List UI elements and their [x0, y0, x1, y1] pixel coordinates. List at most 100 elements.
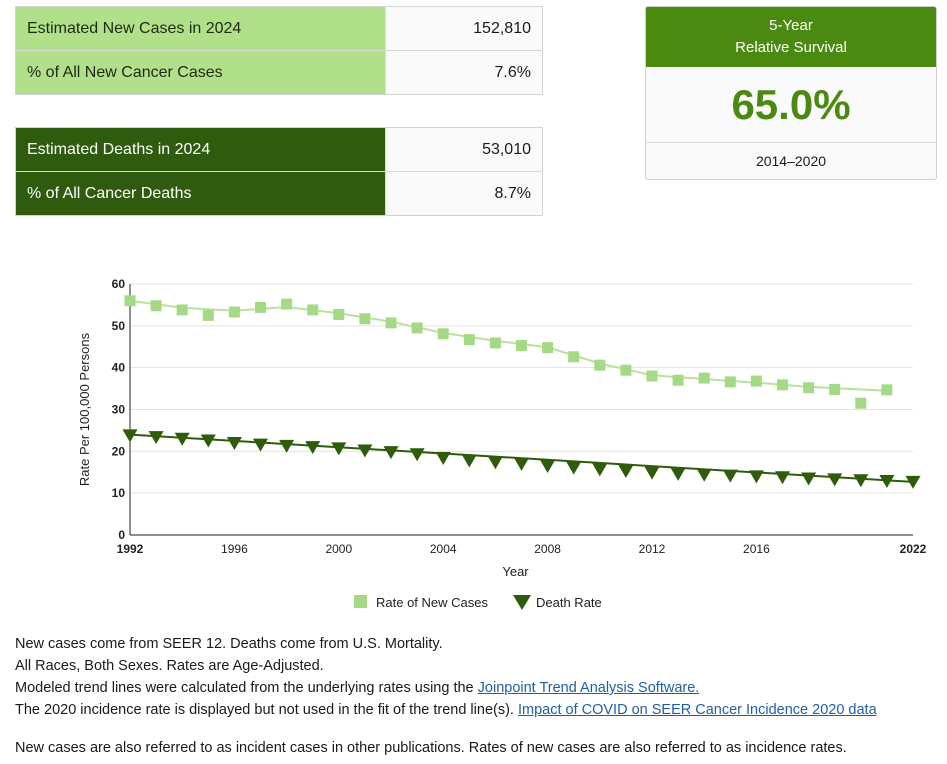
chart-legend: Rate of New Cases Death Rate	[354, 595, 602, 610]
new-cases-point	[333, 309, 345, 321]
death-rate-point	[514, 457, 529, 471]
death-rate-point	[461, 454, 477, 468]
new-cases-point	[620, 364, 632, 376]
legend-death-rate-swatch	[513, 595, 531, 610]
death-rate-point	[748, 470, 764, 484]
death-rate-point	[409, 448, 425, 462]
footnote-population: All Races, Both Sexes. Rates are Age-Adj…	[15, 658, 324, 674]
death-rate-point	[174, 432, 190, 446]
estimated-new-cases-label: Estimated New Cases in 2024	[16, 7, 385, 50]
death-rate-point	[696, 468, 712, 482]
new-cases-point	[385, 317, 397, 329]
death-rate-point	[540, 459, 556, 473]
new-cases-point	[855, 397, 867, 409]
y-axis-title: Rate Per 100,000 Persons	[77, 332, 92, 486]
new-cases-point	[724, 376, 736, 388]
death-rate-point	[618, 464, 634, 478]
legend-death-rate-label: Death Rate	[536, 595, 602, 610]
x-tick-label: 2004	[430, 542, 457, 556]
footnote-terminology: New cases are also referred to as incide…	[15, 740, 847, 756]
new-cases-point	[281, 298, 293, 310]
joinpoint-link[interactable]: Joinpoint Trend Analysis Software.	[477, 680, 700, 696]
new-cases-point	[489, 337, 501, 349]
chart-axes: 0 10 20 30 40 50 60 1992 1996 2000 2004 2008 2012 201…	[77, 277, 927, 579]
estimated-deaths-row: Estimated Deaths in 2024 53,010	[16, 128, 542, 171]
new-cases-point	[437, 328, 449, 340]
trend-chart: 0 10 20 30 40 50 60 1992 1996 2000 2004 2008 2012 201…	[77, 277, 927, 610]
new-cases-point	[255, 301, 266, 313]
x-tick-label: 1992	[117, 542, 144, 556]
x-tick-label: 2008	[534, 542, 561, 556]
death-rate-point	[487, 456, 503, 470]
death-rate-point	[905, 475, 921, 489]
new-cases-point	[516, 339, 527, 351]
chart-series	[122, 295, 921, 489]
death-rate-point	[827, 473, 843, 487]
death-rate-point	[200, 434, 216, 448]
death-rate-point	[331, 442, 347, 456]
death-rate-point	[853, 474, 869, 488]
death-rate-point	[383, 446, 399, 460]
death-rate-point	[801, 472, 817, 486]
percent-deaths-label: % of All Cancer Deaths	[16, 172, 385, 215]
footnote-trend-text: Modeled trend lines were calculated from…	[15, 680, 478, 696]
death-rate-point	[122, 429, 138, 443]
new-cases-point	[202, 309, 214, 321]
percent-new-cases-value: 7.6%	[385, 51, 542, 94]
y-tick-label: 40	[112, 361, 126, 375]
new-cases-point	[568, 351, 580, 363]
new-cases-point	[803, 382, 815, 394]
estimated-deaths-value: 53,010	[385, 128, 542, 171]
estimated-new-cases-value: 152,810	[385, 7, 542, 50]
new-cases-point	[150, 300, 162, 312]
new-cases-point	[542, 342, 554, 354]
new-cases-point	[124, 295, 136, 307]
percent-new-cases-label: % of All New Cancer Cases	[16, 51, 385, 94]
new-cases-point	[594, 359, 606, 371]
new-cases-point	[228, 306, 240, 318]
death-rate-point	[435, 452, 451, 466]
y-tick-label: 20	[112, 444, 126, 458]
x-tick-label: 2022	[900, 542, 927, 556]
x-tick-label: 2016	[743, 542, 770, 556]
y-tick-label: 30	[112, 403, 126, 417]
death-rate-point	[305, 441, 321, 455]
death-rate-point	[279, 439, 295, 453]
footnote-trend: Modeled trend lines were calculated from…	[15, 677, 877, 699]
death-rate-point	[253, 438, 268, 452]
new-cases-point	[359, 313, 371, 325]
estimated-new-cases-row: Estimated New Cases in 2024 152,810	[16, 7, 542, 50]
new-cases-point	[463, 334, 475, 346]
footnote-spacer	[15, 721, 877, 737]
death-rate-point	[148, 431, 164, 445]
new-cases-point	[777, 379, 788, 391]
footnote-2020: The 2020 incidence rate is displayed but…	[15, 699, 877, 721]
y-tick-label: 60	[112, 277, 126, 291]
percent-deaths-row: % of All Cancer Deaths 8.7%	[16, 171, 542, 215]
covid-impact-link[interactable]: Impact of COVID on SEER Cancer Incidence…	[517, 702, 877, 718]
percent-new-cases-row: % of All New Cancer Cases 7.6%	[16, 50, 542, 94]
death-rate-point	[566, 461, 582, 475]
death-rate-point	[879, 475, 895, 489]
survival-value: 65.0%	[646, 67, 936, 143]
x-tick-label: 2000	[325, 542, 352, 556]
death-rate-point	[644, 466, 660, 480]
new-cases-point	[672, 374, 684, 386]
new-cases-trend-line	[129, 299, 887, 392]
new-cases-point	[176, 304, 188, 316]
death-rate-point	[670, 467, 686, 481]
new-cases-point	[829, 383, 841, 395]
new-cases-point	[646, 370, 658, 382]
survival-title-line2: Relative Survival	[735, 39, 847, 56]
y-tick-label: 0	[118, 528, 125, 542]
new-cases-table: Estimated New Cases in 2024 152,810 % of…	[15, 6, 543, 95]
legend-new-cases-label: Rate of New Cases	[376, 595, 488, 610]
x-axis-title: Year	[502, 564, 529, 579]
survival-years: 2014–2020	[755, 153, 827, 169]
legend-new-cases-swatch	[354, 595, 367, 608]
y-tick-label: 10	[112, 486, 126, 500]
estimated-deaths-label: Estimated Deaths in 2024	[16, 128, 385, 171]
death-rate-point	[775, 471, 790, 485]
x-tick-label: 2012	[639, 542, 666, 556]
death-rate-point	[592, 463, 608, 477]
